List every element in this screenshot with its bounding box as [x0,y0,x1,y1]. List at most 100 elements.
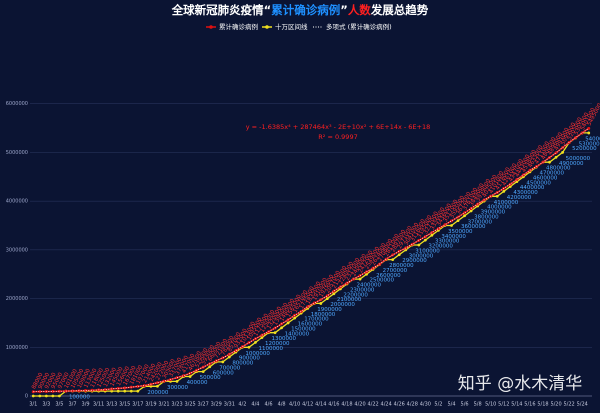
y-tick-label: 6000000 [6,101,28,107]
point [391,253,395,257]
point [103,388,107,392]
x-tick-label: 4/14 [315,402,326,408]
trendline [33,127,589,393]
data-label: 4100000 [494,200,519,206]
legend-label: 累计确诊病例 [219,22,258,31]
data-label: 300000 [167,385,188,391]
x-tick-label: 5/10 [485,402,496,408]
point [417,238,421,242]
data-label: 1700000 [304,317,329,323]
x-tick-label: 3/11 [93,402,104,408]
point [502,190,506,193]
point [293,316,297,320]
point [587,126,591,130]
point [110,389,114,393]
x-tick-label: 5/16 [524,402,535,408]
point [175,376,179,380]
title-part: 人数 [348,3,371,17]
point [450,224,453,227]
point [227,355,231,359]
point [58,394,61,398]
data-label: 1600000 [298,322,323,328]
data-label: 1300000 [272,336,297,342]
x-tick-label: 5/6 [461,402,469,408]
data-label: 2700000 [383,268,408,274]
x-tick-label: 4/28 [407,402,418,408]
legend-label: 十万区间线 [275,22,308,31]
point [38,390,42,394]
data-label: 4000000 [487,205,512,211]
data-label: 3200000 [428,244,453,250]
point [162,379,166,383]
data-label: 2800000 [389,263,414,269]
point [70,389,74,393]
data-label: 3900000 [481,210,506,216]
x-tick-label: 3/3 [42,402,50,408]
y-tick-label: 5000000 [6,150,28,156]
point [234,349,238,353]
point [469,209,473,213]
point [123,389,127,393]
point [44,394,48,398]
point [201,370,205,374]
title-part: 发展总趋势 [370,3,429,17]
x-tick-label: 4/10 [289,402,300,408]
data-label: 700000 [219,365,240,371]
data-label: 1900000 [317,307,342,313]
x-tick-label: 4/6 [264,402,272,408]
title-part: ” [340,3,348,17]
data-label: 900000 [239,356,260,362]
point [280,326,283,330]
data-label: 3300000 [435,239,460,245]
point [430,233,434,237]
data-label: 2900000 [402,258,427,264]
point [240,345,244,349]
x-tick-label: 3/21 [158,402,169,408]
point [286,321,290,325]
x-tick-label: 3/7 [68,402,76,408]
x-tick-label: 3/15 [119,402,130,408]
data-label: 1200000 [265,341,290,347]
point [397,253,401,257]
data-label: 3000000 [409,253,434,259]
point [319,302,323,305]
point [142,384,146,388]
x-tick-label: 5/22 [564,402,575,408]
point [508,185,512,188]
point [84,388,88,392]
x-tick-label: 3/31 [224,402,235,408]
data-label: 4500000 [526,180,551,186]
title-part: 累计确诊病例 [271,3,340,17]
x-tick-label: 3/29 [211,402,222,408]
y-tick-label: 0 [25,394,28,400]
point [358,277,362,281]
data-label: 400000 [187,380,208,386]
data-label: 4200000 [507,195,532,201]
x-tick-label: 4/4 [251,402,259,408]
data-label: 2600000 [376,273,401,279]
x-tick-label: 3/23 [171,402,182,408]
data-label: 4900000 [559,161,584,167]
point [51,389,55,393]
data-label: 2100000 [337,297,362,303]
data-label: 500000 [200,375,221,381]
x-tick-label: 3/25 [184,402,195,408]
point [495,194,499,198]
data-label: 4800000 [546,166,571,172]
x-tick-label: 3/9 [82,402,90,408]
x-tick-label: 5/20 [550,402,561,408]
point [156,384,159,388]
x-tick-label: 4/22 [367,402,378,408]
point [221,360,225,364]
point [123,386,127,390]
y-tick-label: 4000000 [6,199,28,205]
data-label: 600000 [213,370,234,376]
data-label: 5400000 [585,136,600,142]
point [391,258,395,261]
point [423,238,427,242]
point [129,389,133,393]
data-label: 4300000 [513,190,538,196]
point [332,292,336,296]
point [182,374,186,378]
x-tick-label: 4/26 [394,402,405,408]
